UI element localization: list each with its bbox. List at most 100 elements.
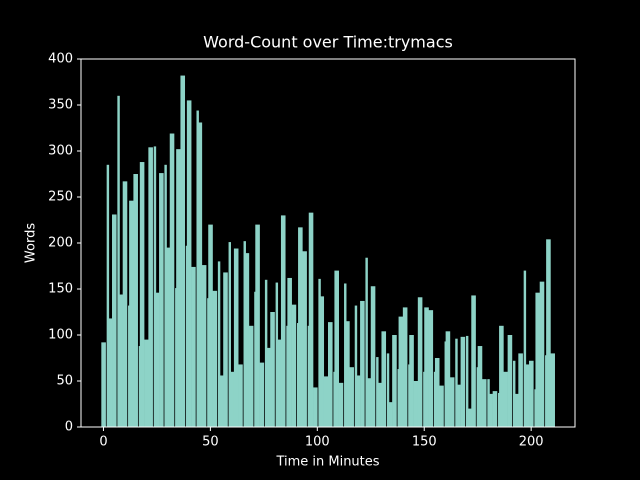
bar: [334, 270, 339, 427]
y-tick-label: 0: [65, 420, 73, 435]
bar: [112, 214, 117, 427]
bar: [233, 248, 239, 427]
bar: [360, 300, 365, 427]
bar: [488, 393, 493, 427]
bar: [338, 382, 344, 427]
bar: [328, 322, 333, 427]
bar: [492, 391, 498, 427]
bar: [377, 382, 382, 427]
bar: [212, 290, 218, 427]
bar: [129, 200, 134, 427]
bar: [259, 362, 265, 427]
bar: [366, 378, 372, 427]
x-axis-label: Time in Minutes: [275, 455, 379, 470]
bar: [499, 325, 504, 427]
bar: [159, 173, 164, 427]
bar: [439, 385, 444, 427]
bar: [208, 224, 213, 427]
chart-title: Word-Count over Time:trymacs: [203, 33, 453, 52]
bar: [445, 331, 451, 427]
bar: [523, 270, 527, 427]
bar: [302, 251, 307, 427]
bar: [471, 295, 476, 427]
bar: [218, 375, 224, 427]
bar: [223, 272, 228, 427]
bar: [370, 286, 376, 427]
x-tick-label: 0: [99, 435, 107, 450]
bar: [117, 95, 120, 428]
bar: [308, 212, 314, 427]
bar: [323, 376, 329, 427]
bar: [133, 174, 138, 427]
bar: [428, 310, 434, 427]
x-tick-label: 100: [305, 435, 330, 450]
y-tick-label: 100: [48, 328, 73, 343]
bar: [118, 294, 124, 427]
bar: [524, 364, 530, 427]
y-tick-label: 50: [56, 374, 73, 389]
bar: [287, 277, 292, 427]
bar: [101, 342, 106, 427]
bar: [217, 261, 221, 427]
bar: [144, 339, 149, 427]
y-tick-label: 350: [48, 98, 73, 113]
bar: [298, 227, 303, 427]
y-tick-label: 150: [48, 282, 73, 297]
bar: [228, 242, 231, 427]
bar: [197, 122, 203, 427]
bar: [191, 266, 196, 427]
bar: [265, 347, 271, 427]
bar: [539, 281, 545, 427]
bar: [291, 304, 297, 427]
bar: [529, 360, 534, 427]
bar: [402, 307, 408, 427]
bar: [354, 305, 358, 427]
bar: [434, 358, 440, 427]
bar: [449, 377, 455, 427]
y-tick-label: 400: [48, 52, 73, 67]
bar: [413, 381, 419, 427]
x-tick-label: 150: [412, 435, 437, 450]
y-tick-label: 300: [48, 144, 73, 159]
bar: [201, 265, 207, 427]
bar: [392, 335, 397, 427]
bar: [169, 133, 175, 427]
bar: [417, 297, 423, 427]
bar: [248, 325, 254, 427]
bar: [276, 339, 282, 427]
bar: [456, 384, 461, 427]
bar: [238, 364, 243, 427]
bar: [355, 375, 361, 427]
bar: [481, 379, 487, 427]
bar: [319, 296, 325, 427]
bar: [546, 239, 551, 427]
bar: [365, 257, 368, 427]
bar: [165, 247, 171, 427]
bar: [507, 335, 513, 427]
bar: [106, 164, 110, 428]
bar: [186, 100, 192, 428]
bar: [465, 335, 469, 427]
bar: [280, 215, 286, 427]
bar: [148, 147, 153, 427]
y-tick-label: 250: [48, 190, 73, 205]
x-tick-label: 50: [202, 435, 219, 450]
bar: [229, 371, 235, 427]
bar: [550, 353, 555, 427]
bar: [345, 321, 350, 427]
bar: [467, 408, 472, 427]
y-tick-label: 200: [48, 236, 73, 251]
bar: [460, 336, 466, 427]
bar: [381, 331, 387, 427]
bar: [503, 371, 508, 427]
bar: [313, 387, 318, 427]
y-axis-label: Words: [24, 223, 39, 263]
bar: [477, 346, 483, 427]
bar: [535, 292, 541, 427]
bar: [386, 353, 390, 427]
bar: [153, 146, 157, 427]
bar: [409, 335, 414, 427]
bar: [180, 75, 186, 427]
bar: [176, 149, 181, 427]
